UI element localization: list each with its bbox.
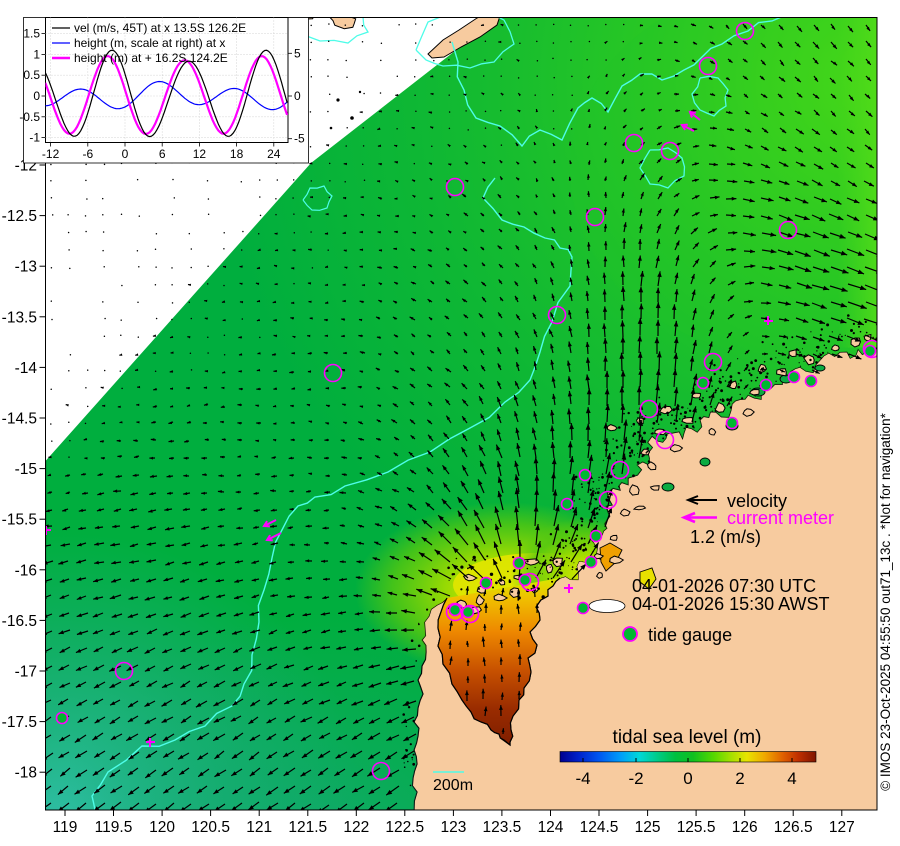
svg-text:current meter: current meter [727, 508, 834, 528]
svg-text:5: 5 [294, 46, 301, 60]
svg-text:12: 12 [193, 147, 207, 161]
svg-text:tidal sea level (m): tidal sea level (m) [613, 727, 762, 748]
svg-text:-16: -16 [15, 562, 37, 579]
svg-text:122.5: 122.5 [385, 819, 424, 836]
svg-text:-4: -4 [575, 769, 590, 788]
svg-text:6: 6 [159, 147, 166, 161]
svg-text:124: 124 [538, 819, 564, 836]
svg-text:125.5: 125.5 [677, 819, 716, 836]
svg-text:119.5: 119.5 [95, 819, 133, 836]
svg-text:velocity: velocity [727, 491, 787, 511]
svg-text:04-01-2026 15:30 AWST: 04-01-2026 15:30 AWST [632, 594, 829, 614]
svg-text:-14.5: -14.5 [2, 411, 37, 428]
svg-text:-2: -2 [628, 769, 643, 788]
svg-text:122: 122 [343, 819, 369, 836]
svg-text:0.5: 0.5 [23, 68, 40, 82]
svg-text:-13: -13 [15, 259, 37, 276]
svg-text:0: 0 [294, 89, 301, 103]
svg-text:vel (m/s, 45T) at x 13.5S 126.: vel (m/s, 45T) at x 13.5S 126.2E [74, 21, 246, 35]
svg-text:121: 121 [246, 819, 272, 836]
svg-text:1.2 (m/s): 1.2 (m/s) [690, 527, 761, 547]
svg-text:-17: -17 [15, 664, 37, 681]
svg-text:-15: -15 [15, 461, 37, 478]
svg-text:04-01-2026 07:30 UTC: 04-01-2026 07:30 UTC [632, 576, 816, 596]
svg-text:-5: -5 [294, 132, 305, 146]
svg-text:123: 123 [440, 819, 466, 836]
svg-text:-6: -6 [82, 147, 93, 161]
svg-text:-15.5: -15.5 [2, 512, 37, 529]
svg-text:120.5: 120.5 [191, 819, 230, 836]
svg-text:© IMOS 23-Oct-2025 04:55:50 ou: © IMOS 23-Oct-2025 04:55:50 out71_13c . … [878, 412, 893, 790]
svg-text:-18: -18 [15, 765, 37, 782]
svg-text:18: 18 [230, 147, 244, 161]
svg-text:119: 119 [53, 819, 78, 836]
svg-text:height (m) at + 16.2S 124.2E: height (m) at + 16.2S 124.2E [74, 51, 228, 65]
svg-text:tide gauge: tide gauge [648, 625, 732, 645]
svg-text:126: 126 [732, 819, 758, 836]
svg-text:0: 0 [683, 769, 692, 788]
svg-text:-14: -14 [15, 360, 38, 377]
svg-text:0: 0 [122, 147, 129, 161]
svg-text:124.5: 124.5 [580, 819, 619, 836]
svg-text:125: 125 [635, 819, 661, 836]
svg-text:height (m, scale at right) at: height (m, scale at right) at x [74, 36, 225, 50]
svg-text:121.5: 121.5 [288, 819, 327, 836]
svg-text:126.5: 126.5 [774, 819, 813, 836]
svg-text:-12.5: -12.5 [2, 208, 37, 225]
svg-text:1: 1 [33, 47, 40, 61]
svg-text:-1: -1 [29, 131, 40, 145]
svg-text:120: 120 [149, 819, 175, 836]
svg-text:123.5: 123.5 [483, 819, 522, 836]
svg-text:0: 0 [33, 89, 40, 103]
svg-text:-16.5: -16.5 [2, 613, 37, 630]
svg-text:200m: 200m [433, 777, 473, 794]
svg-text:-12: -12 [42, 147, 60, 161]
svg-text:-13.5: -13.5 [2, 309, 37, 326]
svg-text:127: 127 [829, 819, 855, 836]
svg-text:-0.5: -0.5 [19, 110, 40, 124]
svg-text:4: 4 [787, 769, 796, 788]
svg-text:1.5: 1.5 [23, 27, 40, 41]
svg-text:24: 24 [267, 147, 281, 161]
svg-text:2: 2 [735, 769, 744, 788]
svg-text:-17.5: -17.5 [2, 714, 37, 731]
